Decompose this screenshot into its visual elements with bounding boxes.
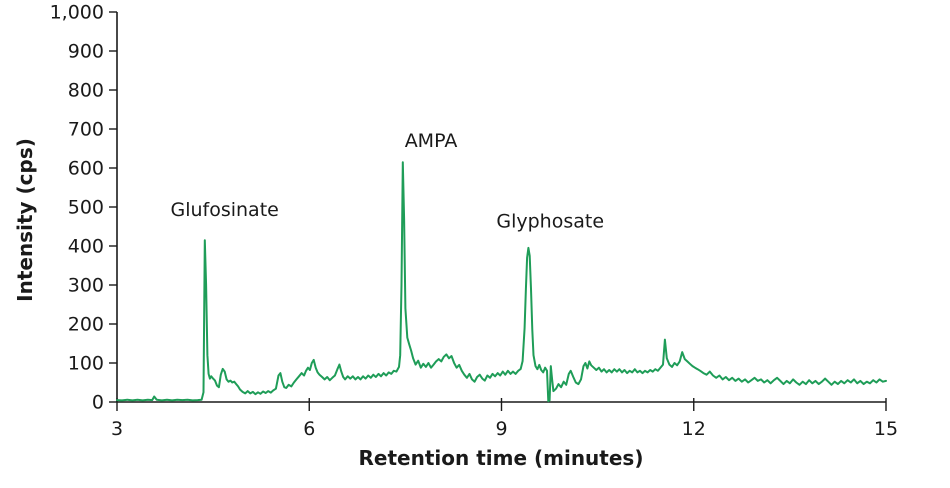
- x-tick-label: 12: [682, 418, 706, 440]
- peak-label-glyphosate: Glyphosate: [496, 211, 604, 233]
- y-tick-label: 200: [68, 314, 104, 336]
- y-tick-label: 1,000: [50, 2, 104, 24]
- axes-layer: 0 100 200 300 400 500 600 700 800 900 1,000 3 6 9 12 15: [50, 2, 899, 440]
- y-tick-label: 400: [68, 236, 104, 258]
- y-tick-label: 500: [68, 197, 104, 219]
- y-tick-label: 100: [68, 353, 104, 375]
- y-tick-label: 0: [92, 392, 104, 414]
- y-tick-label: 800: [68, 80, 104, 102]
- trace-layer: [116, 161, 887, 403]
- x-tick-label: 9: [495, 418, 507, 440]
- y-tick-label: 700: [68, 119, 104, 141]
- y-tick-label: 900: [68, 41, 104, 63]
- x-tick-label: 3: [111, 418, 123, 440]
- x-tick-label: 6: [303, 418, 315, 440]
- x-axis-title: Retention time (minutes): [359, 446, 644, 470]
- peak-label-glufosinate: Glufosinate: [170, 199, 278, 221]
- peak-annotations-layer: Glufosinate AMPA Glyphosate: [170, 130, 604, 233]
- y-tick-label: 300: [68, 275, 104, 297]
- x-tick-label: 15: [874, 418, 898, 440]
- peak-label-ampa: AMPA: [405, 130, 458, 152]
- chromatogram-trace: [116, 161, 887, 403]
- y-axis-title: Intensity (cps): [13, 138, 37, 302]
- y-tick-label: 600: [68, 158, 104, 180]
